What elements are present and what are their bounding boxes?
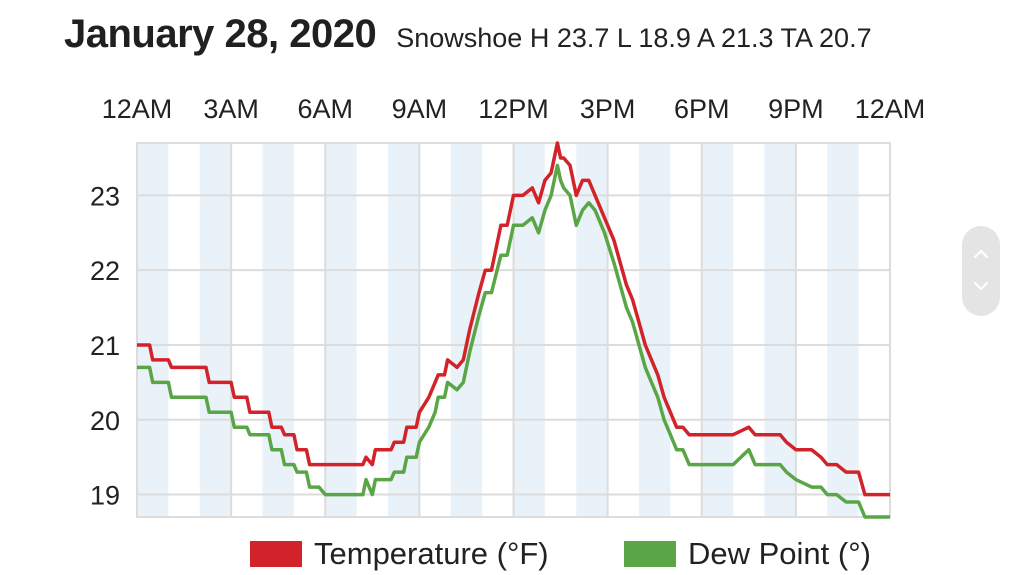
hour-band (199, 143, 232, 517)
station-summary: Snowshoe H 23.7 L 18.9 A 21.3 TA 20.7 (396, 23, 872, 53)
band-layer (137, 143, 859, 517)
hour-band (450, 143, 483, 517)
dew-point-line (137, 163, 890, 519)
grid-layer (136, 142, 891, 518)
hour-band (325, 143, 357, 517)
hour-band (576, 143, 608, 517)
chevron-down-icon[interactable] (971, 276, 991, 296)
hour-band (262, 143, 294, 517)
hour-band (513, 143, 545, 517)
y-axis-labels: 23 22 21 20 19 (90, 181, 120, 510)
plot-border (136, 142, 891, 518)
legend-item-dew-point[interactable]: Dew Point (°) (624, 536, 871, 572)
hour-band (764, 143, 796, 517)
x-tick-label: 3AM (203, 94, 259, 124)
x-tick-label: 3PM (580, 94, 636, 124)
y-tick-label: 23 (90, 181, 120, 211)
legend-item-temperature[interactable]: Temperature (°F) (250, 536, 549, 572)
legend-label-temperature: Temperature (°F) (314, 536, 549, 571)
legend-swatch-dew-point (624, 541, 676, 567)
hour-band (701, 143, 734, 517)
x-tick-label: 9AM (392, 94, 448, 124)
y-tick-label: 22 (90, 256, 120, 286)
x-tick-label: 12AM (855, 94, 926, 124)
chart-header: January 28, 2020 Snowshoe H 23.7 L 18.9 … (64, 12, 872, 57)
y-tick-label: 20 (90, 406, 120, 436)
hour-band (827, 143, 859, 517)
y-tick-label: 19 (90, 481, 120, 511)
hour-band (137, 143, 169, 517)
x-axis-labels: 12AM 3AM 6AM 9AM 12PM 3PM 6PM 9PM 12AM (102, 94, 926, 124)
temperature-line (137, 141, 890, 497)
hour-band (639, 143, 671, 517)
legend-label-dew-point: Dew Point (°) (688, 536, 871, 571)
chevron-up-icon[interactable] (971, 244, 991, 264)
legend-swatch-temperature (250, 541, 302, 567)
hour-band (388, 143, 420, 517)
series-layer (137, 141, 890, 519)
x-tick-label: 12PM (478, 94, 549, 124)
x-tick-label: 6PM (674, 94, 730, 124)
x-tick-label: 6AM (297, 94, 353, 124)
scroll-control[interactable] (962, 226, 1000, 316)
y-tick-label: 21 (90, 331, 120, 361)
x-tick-label: 12AM (102, 94, 173, 124)
chart-title: January 28, 2020 (64, 12, 377, 56)
x-tick-label: 9PM (768, 94, 824, 124)
